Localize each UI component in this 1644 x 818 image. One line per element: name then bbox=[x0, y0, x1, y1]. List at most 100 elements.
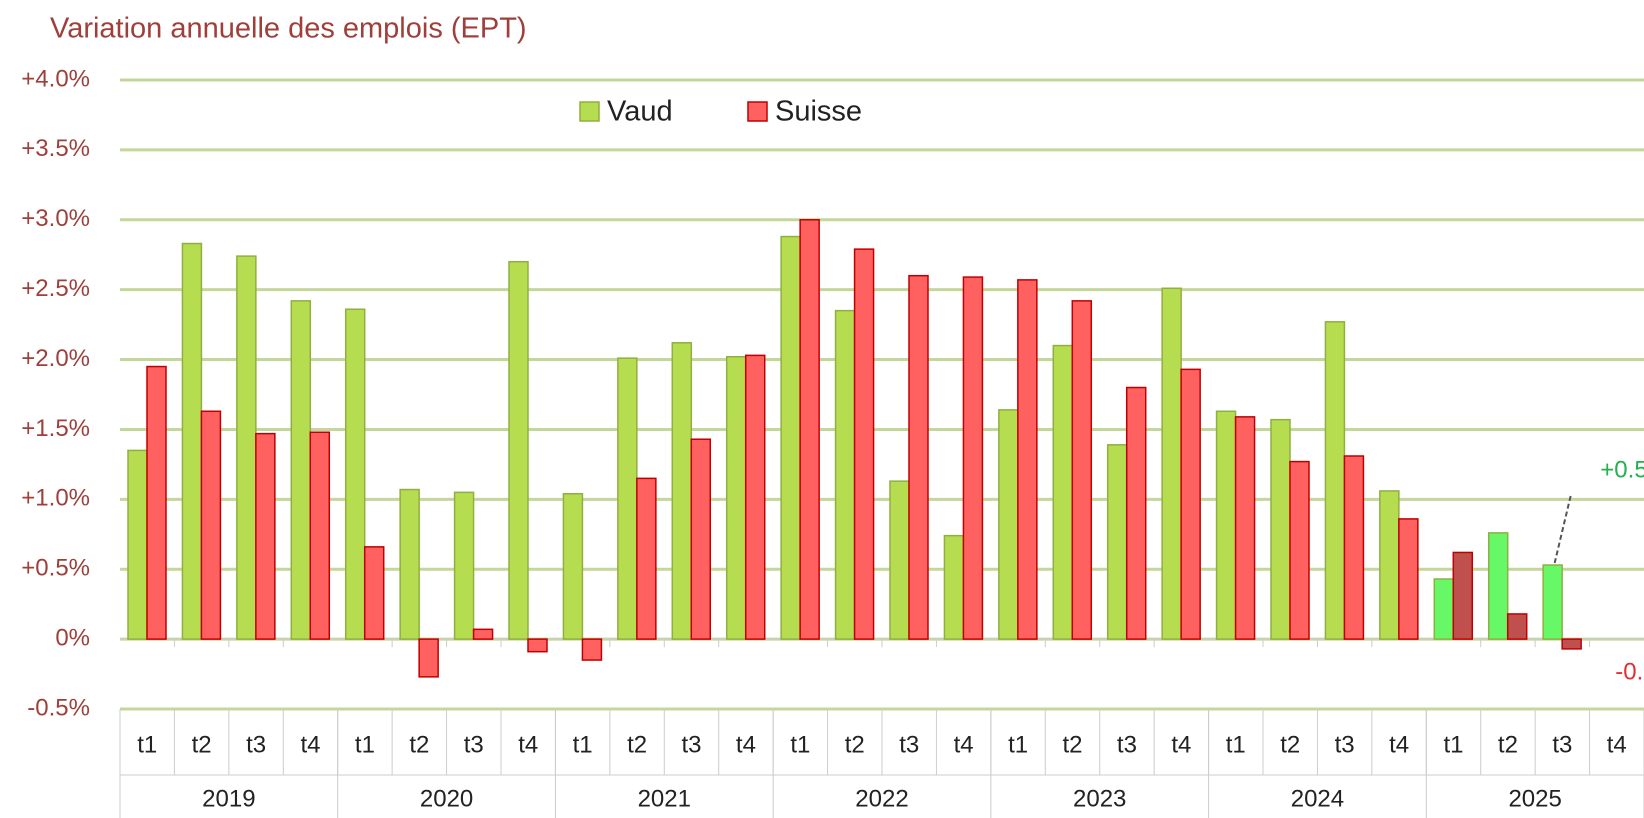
bar bbox=[1379, 490, 1400, 640]
x-tick-label: t2 bbox=[192, 731, 212, 758]
x-tick-label: t3 bbox=[1335, 731, 1355, 758]
bar bbox=[962, 276, 984, 640]
y-tick-label: +0.5% bbox=[21, 555, 90, 582]
bar bbox=[1289, 460, 1310, 640]
bar bbox=[255, 432, 276, 640]
bar bbox=[780, 235, 801, 640]
y-tick-label: -0.5% bbox=[27, 694, 90, 721]
bar bbox=[290, 300, 312, 640]
bar bbox=[1506, 613, 1528, 640]
bar bbox=[998, 409, 1019, 640]
y-tick-label: 0% bbox=[55, 624, 90, 651]
x-tick-label: t4 bbox=[518, 731, 538, 758]
year-label: 2025 bbox=[1508, 785, 1561, 812]
bar bbox=[453, 491, 475, 640]
y-tick-label: +4.0% bbox=[21, 65, 90, 92]
bar bbox=[690, 438, 712, 640]
year-label: 2022 bbox=[855, 785, 908, 812]
y-tick-label: +1.0% bbox=[21, 485, 90, 512]
bar bbox=[725, 356, 747, 640]
y-tick-label: +1.5% bbox=[21, 415, 90, 442]
legend-swatch bbox=[579, 101, 600, 122]
bar bbox=[309, 431, 331, 640]
bar bbox=[1270, 418, 1291, 640]
bar bbox=[1234, 416, 1256, 640]
x-tick-label: t1 bbox=[1443, 731, 1463, 758]
x-tick-label: t4 bbox=[300, 731, 320, 758]
x-tick-label: t4 bbox=[1389, 731, 1409, 758]
bar bbox=[1052, 344, 1074, 640]
x-tick-label: t3 bbox=[681, 731, 701, 758]
bar bbox=[344, 308, 366, 640]
legend-label: Vaud bbox=[607, 96, 673, 128]
bar bbox=[1542, 564, 1563, 640]
legend-swatch bbox=[747, 101, 768, 122]
year-label: 2020 bbox=[420, 785, 473, 812]
bar bbox=[1561, 638, 1582, 650]
x-tick-label: t3 bbox=[899, 731, 919, 758]
bar bbox=[1180, 368, 1201, 640]
bar bbox=[1487, 532, 1509, 640]
value-label: -0.1% bbox=[1615, 658, 1644, 685]
chart-title: Variation annuelle des emplois (EPT) bbox=[50, 13, 527, 45]
bar bbox=[799, 219, 820, 640]
bar bbox=[908, 274, 929, 640]
x-tick-label: t4 bbox=[1607, 731, 1627, 758]
x-tick-label: t3 bbox=[246, 731, 266, 758]
x-tick-label: t4 bbox=[736, 731, 756, 758]
bar bbox=[1125, 386, 1147, 640]
year-label: 2024 bbox=[1291, 785, 1344, 812]
y-tick-label: +3.0% bbox=[21, 205, 90, 232]
bar bbox=[146, 365, 167, 640]
x-tick-label: t2 bbox=[627, 731, 647, 758]
bar bbox=[472, 628, 494, 640]
bar bbox=[181, 242, 203, 640]
bar bbox=[363, 546, 385, 640]
bar bbox=[1398, 518, 1419, 640]
y-tick-label: +3.5% bbox=[21, 135, 90, 162]
x-tick-label: t2 bbox=[1498, 731, 1518, 758]
year-label: 2023 bbox=[1073, 785, 1126, 812]
bar bbox=[508, 260, 529, 640]
bar bbox=[744, 354, 766, 640]
y-tick-label: +2.0% bbox=[21, 345, 90, 372]
bar bbox=[562, 492, 584, 640]
bar bbox=[236, 255, 257, 640]
x-tick-label: t2 bbox=[1280, 731, 1300, 758]
bar bbox=[127, 449, 148, 640]
bar bbox=[200, 410, 222, 640]
bar bbox=[527, 638, 548, 653]
bar bbox=[1017, 279, 1038, 640]
bar bbox=[617, 357, 638, 640]
year-label: 2019 bbox=[202, 785, 255, 812]
legend-label: Suisse bbox=[775, 96, 862, 128]
bar bbox=[1343, 455, 1365, 640]
x-tick-label: t3 bbox=[1117, 731, 1137, 758]
x-tick-label: t2 bbox=[845, 731, 865, 758]
y-tick-label: +2.5% bbox=[21, 275, 90, 302]
x-tick-label: t2 bbox=[1062, 731, 1082, 758]
annotation-arrow bbox=[1553, 495, 1572, 564]
bar bbox=[399, 488, 420, 640]
x-tick-label: t4 bbox=[954, 731, 974, 758]
bar bbox=[1324, 321, 1346, 640]
bar bbox=[1106, 444, 1128, 640]
bar bbox=[1452, 551, 1474, 640]
x-tick-label: t4 bbox=[1171, 731, 1191, 758]
x-tick-label: t1 bbox=[573, 731, 593, 758]
bar bbox=[853, 248, 875, 640]
bar bbox=[1161, 287, 1182, 640]
x-tick-label: t1 bbox=[1226, 731, 1246, 758]
x-tick-label: t1 bbox=[355, 731, 375, 758]
x-tick-label: t3 bbox=[1552, 731, 1572, 758]
bar bbox=[1215, 410, 1237, 640]
value-label: +0.5% bbox=[1600, 456, 1644, 483]
x-tick-label: t1 bbox=[1008, 731, 1028, 758]
bar bbox=[636, 477, 657, 640]
bar bbox=[1071, 300, 1093, 640]
bar bbox=[834, 309, 856, 640]
bar bbox=[889, 480, 910, 640]
x-tick-label: t1 bbox=[790, 731, 810, 758]
bar bbox=[671, 342, 693, 640]
